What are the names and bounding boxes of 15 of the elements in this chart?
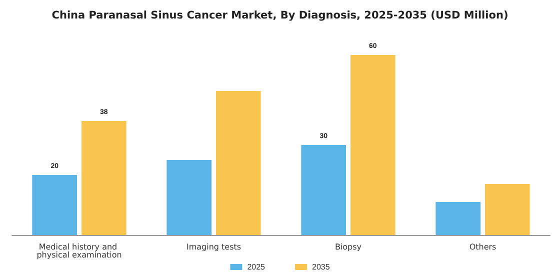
x-tick-label: Imaging tests <box>186 242 242 252</box>
bar <box>216 91 261 235</box>
x-tick-label: Biopsy <box>334 242 362 252</box>
chart-title: China Paranasal Sinus Cancer Market, By Diagnosis, 2025-2035 (USD Million) <box>52 10 508 22</box>
x-tick-label: Medical history and physical examination <box>36 242 122 260</box>
x-tick-label: Others <box>469 242 496 252</box>
bar <box>166 160 212 235</box>
bar <box>301 145 346 235</box>
bar <box>350 55 396 235</box>
bar <box>484 184 530 235</box>
bar <box>81 121 126 235</box>
bar <box>436 202 481 235</box>
bar <box>32 175 78 235</box>
legend-label: 2035 <box>312 262 330 272</box>
legend-label: 2025 <box>247 262 266 272</box>
